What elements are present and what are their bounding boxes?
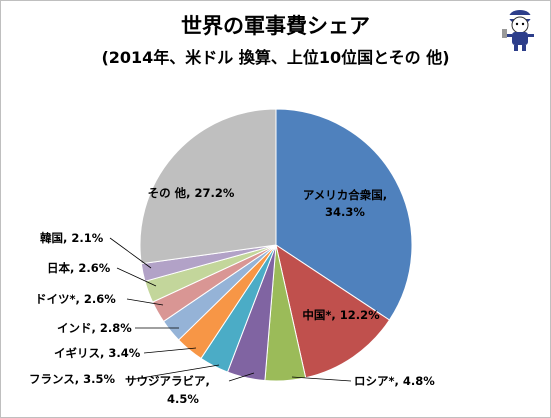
slice-data-label: ロシア*, 4.8% — [354, 374, 435, 388]
slice-data-label: インド, 2.8% — [57, 321, 132, 335]
leader-line — [109, 237, 152, 269]
leader-line — [143, 347, 197, 354]
slice-data-label: サウジアラビア, 4.5% — [125, 374, 210, 406]
pie-slices — [139, 108, 413, 382]
slice-data-label: 韓国, 2.1% — [40, 231, 104, 245]
slice-data-label: イギリス, 3.4% — [54, 346, 141, 360]
mascot-icon — [502, 10, 534, 51]
leader-line — [126, 298, 164, 306]
pie-slice — [275, 243, 391, 379]
slice-data-label: その 他, 27.2% — [148, 186, 235, 200]
leader-line — [228, 372, 255, 382]
leader-line — [134, 364, 220, 380]
chart-title: 世界の軍事費シェア — [181, 14, 370, 38]
leader-lines — [109, 237, 352, 382]
leader-line — [291, 376, 352, 382]
data-labels: アメリカ合衆国, 34.3% 中国*, 12.2% ロシア*, 4.8% サウジアラビア… — [29, 186, 435, 406]
slice-data-label: フランス, 3.5% — [29, 372, 116, 386]
pie-slice — [139, 108, 277, 265]
chart-subtitle: (2014年、米ドル 換算、上位10位国とその 他) — [101, 48, 450, 67]
slice-data-label: アメリカ合衆国, 34.3% — [303, 188, 387, 219]
slice-data-label: 日本, 2.6% — [47, 261, 111, 275]
leader-line — [116, 267, 157, 287]
slice-data-label: 中国*, 12.2% — [302, 308, 380, 322]
slice-data-label: ドイツ*, 2.6% — [35, 292, 116, 306]
